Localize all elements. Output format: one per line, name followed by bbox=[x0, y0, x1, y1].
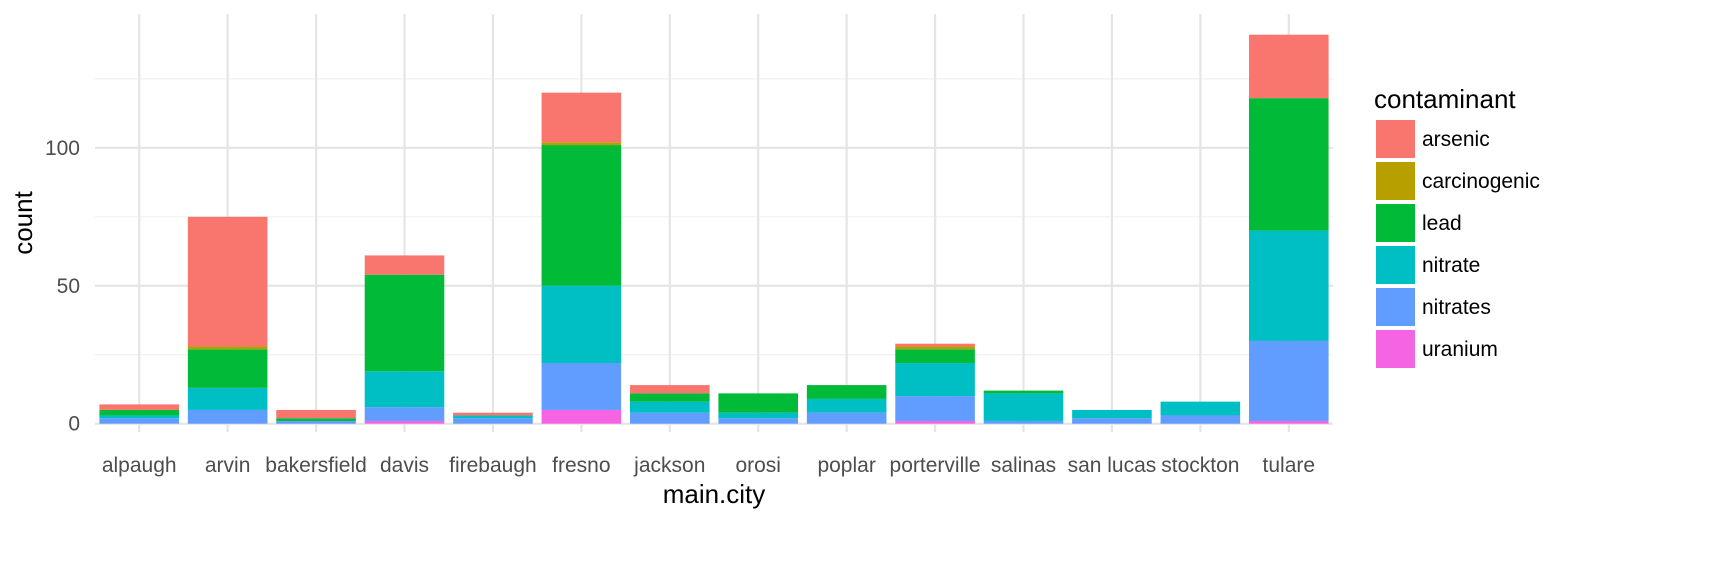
legend-title: contaminant bbox=[1374, 84, 1516, 114]
x-tick-label: bakersfield bbox=[265, 454, 367, 477]
bar-segment-lead-arvin bbox=[187, 349, 268, 388]
x-tick-label: stockton bbox=[1161, 454, 1239, 477]
bar-segment-uranium-tulare bbox=[1248, 420, 1329, 424]
x-tick-label: poplar bbox=[817, 454, 875, 477]
bar-segment-uranium-davis bbox=[364, 420, 445, 424]
legend-label-nitrate: nitrate bbox=[1422, 254, 1480, 277]
y-tick-label: 100 bbox=[45, 137, 80, 160]
x-axis-tick-labels: alpaugh arvin bakersfield davis firebaugh fre… bbox=[102, 454, 1315, 477]
bar-segment-nitrate-orosi bbox=[718, 412, 799, 419]
bar-segment-arsenic-porterville bbox=[895, 343, 975, 347]
bar-segment-carcinogenic-arvin bbox=[187, 346, 268, 350]
x-tick-label: porterville bbox=[890, 454, 981, 477]
bar-segment-nitrates-orosi bbox=[718, 418, 799, 424]
legend-swatch-arsenic bbox=[1376, 120, 1415, 158]
legend-label-carcinogenic: carcinogenic bbox=[1422, 170, 1540, 193]
bar-segment-lead-salinas bbox=[983, 390, 1064, 394]
x-axis-title: main.city bbox=[663, 479, 766, 509]
bar-segment-nitrates-tulare bbox=[1248, 340, 1329, 421]
bar-segment-nitrate-jackson bbox=[629, 401, 710, 413]
bar-segment-nitrates-fresno bbox=[541, 363, 622, 410]
bar-segment-lead-davis bbox=[364, 274, 445, 372]
bar-segment-nitrate-alpaugh bbox=[99, 415, 180, 419]
minor-gridlines bbox=[95, 78, 1333, 356]
bar-segment-arsenic-tulare bbox=[1248, 34, 1329, 99]
bar-segment-lead-alpaugh bbox=[99, 409, 180, 416]
bar-segment-arsenic-firebaugh bbox=[453, 412, 533, 416]
x-tick-label: davis bbox=[380, 454, 429, 477]
x-tick-label: alpaugh bbox=[102, 454, 177, 477]
bar-segment-nitrates-bakersfield bbox=[276, 420, 356, 424]
bar-segment-nitrate-fresno bbox=[541, 285, 622, 364]
legend-swatch-carcinogenic bbox=[1376, 162, 1415, 200]
bar-segment-arsenic-alpaugh bbox=[99, 404, 180, 410]
x-tick-label: orosi bbox=[735, 454, 781, 477]
bar-segment-lead-orosi bbox=[718, 393, 799, 413]
bar-segment-lead-porterville bbox=[895, 349, 975, 364]
bar-segment-arsenic-davis bbox=[364, 255, 445, 275]
x-tick-label: firebaugh bbox=[449, 454, 537, 477]
bar-segment-lead-poplar bbox=[806, 385, 887, 399]
bar-segment-nitrate-salinas bbox=[983, 393, 1064, 421]
bar-segment-arsenic-bakersfield bbox=[276, 409, 356, 419]
legend-label-uranium: uranium bbox=[1422, 338, 1498, 361]
legend-items: arsenic carcinogenic lead nitrate nitrates ur… bbox=[1376, 120, 1540, 368]
bar-segment-carcinogenic-fresno bbox=[541, 142, 622, 146]
bar-segment-nitrates-jackson bbox=[629, 412, 710, 424]
x-tick-label: tulare bbox=[1263, 454, 1316, 477]
y-tick-label: 0 bbox=[68, 413, 80, 436]
bar-segment-nitrate-san-lucas bbox=[1072, 409, 1152, 419]
legend-swatch-nitrate bbox=[1376, 246, 1415, 284]
major-gridlines bbox=[95, 14, 1333, 432]
bar-segment-nitrates-alpaugh bbox=[99, 418, 180, 424]
bar-segment-nitrates-porterville bbox=[895, 396, 975, 421]
legend-label-arsenic: arsenic bbox=[1422, 128, 1490, 151]
bar-segment-lead-tulare bbox=[1248, 98, 1329, 231]
x-tick-label: san lucas bbox=[1068, 454, 1157, 477]
legend-swatch-uranium bbox=[1376, 330, 1415, 368]
bar-segment-nitrates-stockton bbox=[1160, 415, 1241, 424]
bar-segment-nitrates-arvin bbox=[187, 409, 268, 424]
bar-segment-nitrate-porterville bbox=[895, 363, 975, 397]
bar-segment-uranium-fresno bbox=[541, 409, 622, 424]
bar-segment-lead-fresno bbox=[541, 145, 622, 286]
bar-segment-nitrates-salinas bbox=[983, 420, 1064, 424]
bars bbox=[99, 34, 1329, 424]
legend: contaminant arsenic carcinogenic lead nitra… bbox=[1374, 84, 1540, 368]
legend-label-lead: lead bbox=[1422, 212, 1462, 235]
x-tick-label: salinas bbox=[991, 454, 1056, 477]
x-tick-label: arvin bbox=[205, 454, 251, 477]
bar-segment-nitrates-san-lucas bbox=[1072, 418, 1152, 424]
bar-segment-uranium-porterville bbox=[895, 420, 975, 424]
x-tick-label: jackson bbox=[633, 454, 705, 477]
bar-segment-carcinogenic-porterville bbox=[895, 346, 975, 350]
bar-segment-nitrate-davis bbox=[364, 371, 445, 408]
bar-segment-nitrate-firebaugh bbox=[453, 415, 533, 419]
legend-swatch-nitrates bbox=[1376, 288, 1415, 326]
y-tick-label: 50 bbox=[57, 275, 80, 298]
legend-label-nitrates: nitrates bbox=[1422, 296, 1491, 319]
bar-segment-nitrates-davis bbox=[364, 407, 445, 421]
x-tick-label: fresno bbox=[552, 454, 610, 477]
legend-swatch-lead bbox=[1376, 204, 1415, 242]
y-axis-tick-labels: 0 50 100 bbox=[45, 137, 80, 436]
bar-segment-arsenic-jackson bbox=[629, 385, 710, 394]
bar-segment-nitrates-firebaugh bbox=[453, 418, 533, 424]
bar-segment-nitrate-stockton bbox=[1160, 401, 1241, 416]
y-axis-title: count bbox=[8, 190, 38, 254]
bar-segment-arsenic-fresno bbox=[541, 92, 622, 143]
bar-segment-nitrate-tulare bbox=[1248, 230, 1329, 341]
bar-segment-nitrate-poplar bbox=[806, 398, 887, 413]
bar-segment-arsenic-arvin bbox=[187, 216, 268, 347]
bar-segment-lead-jackson bbox=[629, 393, 710, 402]
bar-segment-nitrate-arvin bbox=[187, 387, 268, 410]
bar-segment-lead-bakersfield bbox=[276, 418, 356, 421]
bar-segment-nitrates-poplar bbox=[806, 412, 887, 424]
